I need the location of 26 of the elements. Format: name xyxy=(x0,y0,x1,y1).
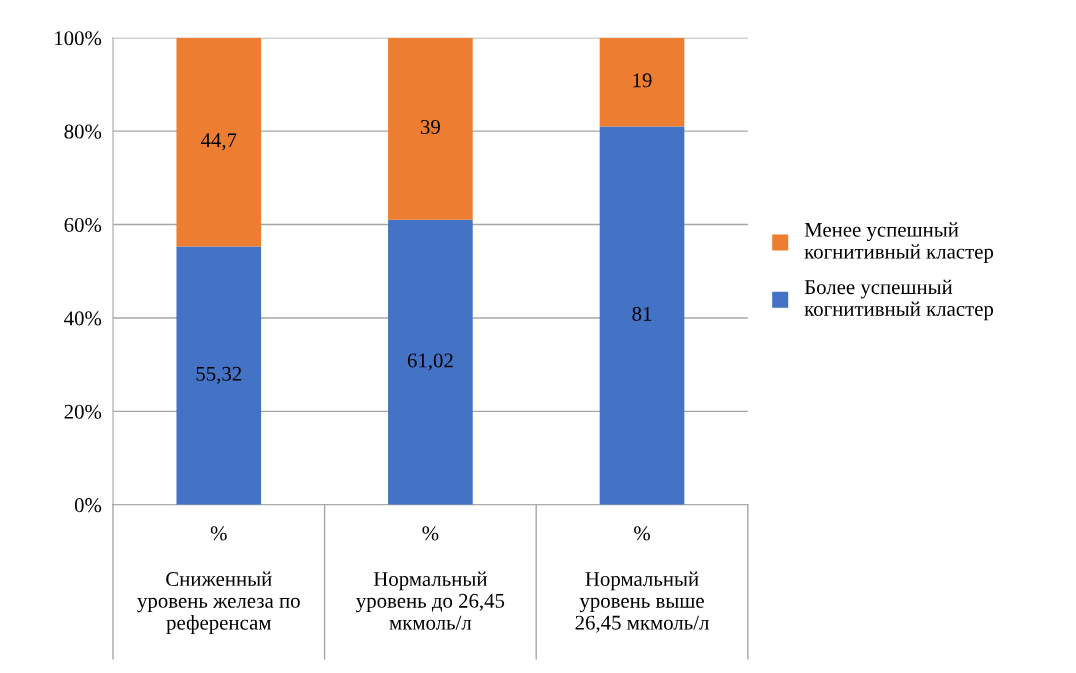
x-tick-label: Нормальный уровень до 26,45 мкмоль/л xyxy=(356,571,505,630)
text: % xyxy=(210,526,227,541)
data-label: 61,02 xyxy=(407,353,453,371)
bar xyxy=(176,246,262,505)
legend-label: Более успешный когнитивный кластер xyxy=(804,279,994,321)
bar xyxy=(176,37,262,247)
bar xyxy=(388,219,473,505)
legend-label: Менее успешный когнитивный кластер xyxy=(804,222,994,263)
y-tick-label: 40% xyxy=(64,311,102,326)
x-tick-label: Нормальный уровень выше 26,45 мкмоль/л xyxy=(575,571,709,633)
y-tick-label: 80% xyxy=(64,124,102,139)
bar xyxy=(388,37,473,220)
data-label: 81 xyxy=(632,306,652,321)
y-tick-label: 20% xyxy=(64,404,102,419)
text: % xyxy=(634,526,650,541)
y-tick-label: 60% xyxy=(64,217,102,233)
data-label: 19 xyxy=(633,73,652,88)
data-label: 44,7 xyxy=(200,133,237,151)
bar xyxy=(599,126,685,505)
data-label: 55,32 xyxy=(196,366,242,384)
data-label: 39 xyxy=(420,119,440,134)
y-tick-label: 0% xyxy=(74,498,102,513)
y-tick-label: 100% xyxy=(55,31,102,46)
x-tick-label: Сниженный уровень железа по референсам xyxy=(137,571,300,634)
bar xyxy=(599,37,685,127)
text: % xyxy=(422,526,439,541)
